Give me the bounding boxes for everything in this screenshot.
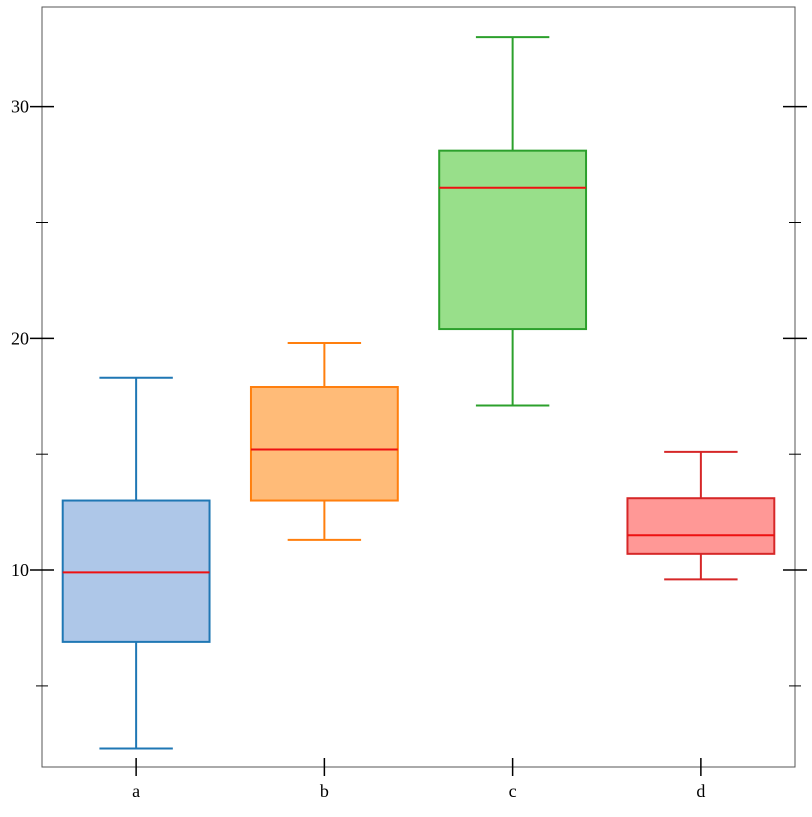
box-group-c (438, 36, 588, 407)
x-tick-label-d: d (696, 781, 705, 801)
iqr-box-b (249, 386, 399, 502)
iqr-box-d (626, 497, 776, 555)
y-tick-label-20: 20 (11, 328, 29, 348)
x-tick-label-a: a (132, 781, 140, 801)
x-tick-label-b: b (320, 781, 329, 801)
box-group-b (249, 341, 399, 541)
boxes-layer (61, 36, 776, 750)
ticks-layer: a b c d 10 20 30 (11, 97, 807, 801)
plot-frame (41, 6, 796, 768)
iqr-box-c (438, 149, 588, 331)
y-tick-label-30: 30 (11, 97, 29, 117)
y-tick-label-10: 10 (11, 560, 29, 580)
box-group-d (626, 450, 776, 581)
x-tick-label-c: c (509, 781, 517, 801)
iqr-box-a (61, 499, 211, 643)
box-group-a (61, 376, 211, 750)
